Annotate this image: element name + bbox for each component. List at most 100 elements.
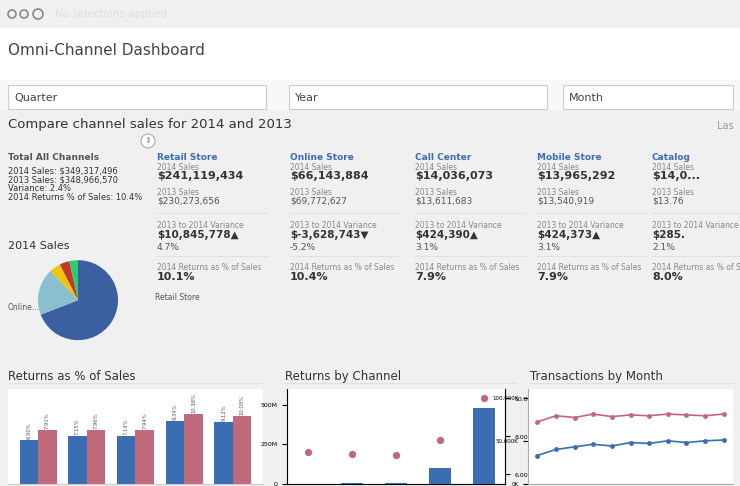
Text: $424,390▲: $424,390▲ — [415, 230, 478, 240]
Text: 7.15%: 7.15% — [75, 418, 80, 435]
Text: 2014 Returns as % of Sales: 2014 Returns as % of Sales — [157, 263, 261, 272]
Bar — [38, 431, 56, 484]
Text: $69,772,627: $69,772,627 — [290, 196, 347, 205]
Text: 2013 Sales: 2013 Sales — [537, 188, 579, 197]
Text: 2014 Returns as % of Sales: 2014 Returns as % of Sales — [652, 263, 740, 272]
Text: Year: Year — [295, 93, 319, 103]
Text: 2014 Returns as % of Sales: 2014 Returns as % of Sales — [290, 263, 394, 272]
Wedge shape — [41, 260, 118, 340]
Text: 2013 Sales: 2013 Sales — [652, 188, 694, 197]
Bar — [19, 440, 38, 484]
Text: $10,845,778▲: $10,845,778▲ — [157, 230, 238, 240]
Text: Compare channel sales for 2014 and 2013: Compare channel sales for 2014 and 2013 — [8, 118, 292, 131]
Text: $230,273,656: $230,273,656 — [157, 196, 220, 205]
Text: 2013 Sales: 2013 Sales — [415, 188, 457, 197]
Text: 2013 to 2014 Variance: 2013 to 2014 Variance — [157, 221, 243, 230]
Text: Mobile Store: Mobile Store — [537, 153, 602, 162]
Text: 3.1%: 3.1% — [415, 243, 438, 252]
Text: Total All Channels: Total All Channels — [8, 153, 99, 162]
Text: 9.12%: 9.12% — [221, 405, 226, 421]
Text: Retail Store: Retail Store — [155, 293, 200, 302]
Text: 3.1%: 3.1% — [537, 243, 560, 252]
Bar — [135, 431, 154, 484]
Text: 2013 Sales: 2013 Sales — [157, 188, 199, 197]
Text: 2013 to 2014 Variance: 2013 to 2014 Variance — [537, 221, 624, 230]
Wedge shape — [50, 264, 78, 300]
Text: 7.14%: 7.14% — [124, 418, 129, 435]
Bar — [0, 80, 740, 110]
FancyBboxPatch shape — [8, 85, 266, 109]
Text: $285.: $285. — [652, 230, 685, 240]
Point — [302, 448, 314, 455]
Point — [478, 395, 490, 402]
Text: $13,540,919: $13,540,919 — [537, 196, 594, 205]
Text: $14,0...: $14,0... — [652, 171, 700, 181]
Bar — [233, 416, 252, 484]
Text: Las: Las — [717, 121, 734, 131]
Text: Catalog: Catalog — [652, 153, 691, 162]
Text: Returns as % of Sales: Returns as % of Sales — [8, 370, 135, 383]
Text: Call Center: Call Center — [415, 153, 471, 162]
Text: Omni-Channel Dashboard: Omni-Channel Dashboard — [8, 42, 205, 57]
Text: Returns by Channel: Returns by Channel — [285, 370, 401, 383]
Text: $13,611,683: $13,611,683 — [415, 196, 472, 205]
Point — [434, 436, 446, 444]
Text: 2014 Sales: 2014 Sales — [652, 163, 694, 172]
Bar — [68, 436, 87, 484]
Text: 9.34%: 9.34% — [172, 403, 178, 420]
Text: 7.94%: 7.94% — [142, 413, 147, 429]
Text: 2014 Sales: 2014 Sales — [415, 163, 457, 172]
Text: 4.7%: 4.7% — [157, 243, 180, 252]
Wedge shape — [70, 260, 78, 300]
Text: 2013 to 2014 Variance: 2013 to 2014 Variance — [652, 221, 739, 230]
Point — [390, 451, 402, 459]
Text: $424,373▲: $424,373▲ — [537, 230, 600, 240]
Text: Online Store: Online Store — [290, 153, 354, 162]
Text: $13,965,292: $13,965,292 — [537, 171, 616, 181]
Text: $14,036,073: $14,036,073 — [415, 171, 493, 181]
Text: 7.9%: 7.9% — [415, 272, 446, 282]
Text: 8.0%: 8.0% — [652, 272, 683, 282]
Text: 2013 to 2014 Variance: 2013 to 2014 Variance — [415, 221, 502, 230]
Bar — [166, 421, 184, 484]
Text: Month: Month — [569, 93, 604, 103]
Text: $-3,628,743▼: $-3,628,743▼ — [290, 230, 369, 240]
Text: 2014 Returns as % of Sales: 2014 Returns as % of Sales — [415, 263, 519, 272]
Bar — [87, 431, 105, 484]
Wedge shape — [38, 271, 78, 314]
Text: No selections applied: No selections applied — [55, 9, 167, 19]
Text: 7.9%: 7.9% — [537, 272, 568, 282]
Text: 2013 to 2014 Variance: 2013 to 2014 Variance — [290, 221, 377, 230]
FancyBboxPatch shape — [289, 85, 547, 109]
Text: 7.96%: 7.96% — [93, 413, 98, 429]
Bar — [184, 414, 203, 484]
Text: 2014 Sales: 2014 Sales — [290, 163, 332, 172]
Text: 2013 Sales: $348,966,570: 2013 Sales: $348,966,570 — [8, 175, 118, 184]
Text: Transactions by Month: Transactions by Month — [530, 370, 663, 383]
Text: 10.38%: 10.38% — [191, 393, 196, 413]
Wedge shape — [60, 261, 78, 300]
Text: $13.76: $13.76 — [652, 196, 684, 205]
Text: 10.09%: 10.09% — [240, 395, 245, 415]
Text: 2014 Sales: 2014 Sales — [157, 163, 199, 172]
Text: Quarter: Quarter — [14, 93, 57, 103]
Circle shape — [141, 134, 155, 148]
Text: Variance: 2.4%: Variance: 2.4% — [8, 184, 71, 193]
Text: 10.4%: 10.4% — [290, 272, 329, 282]
FancyBboxPatch shape — [563, 85, 733, 109]
Bar — [117, 436, 135, 484]
Bar — [215, 422, 233, 484]
Text: 2014 Sales: 2014 Sales — [537, 163, 579, 172]
Bar — [0, 28, 740, 83]
Point — [346, 450, 358, 457]
Text: 2014 Returns as % of Sales: 2014 Returns as % of Sales — [537, 263, 642, 272]
Text: $241,119,434: $241,119,434 — [157, 171, 243, 181]
Bar — [429, 468, 451, 484]
Text: 10.1%: 10.1% — [157, 272, 195, 282]
Text: 2014 Sales: 2014 Sales — [8, 241, 70, 251]
Bar — [473, 408, 495, 484]
Text: 2014 Returns % of Sales: 10.4%: 2014 Returns % of Sales: 10.4% — [8, 193, 142, 202]
Text: 2014 Sales: $349,317,496: 2014 Sales: $349,317,496 — [8, 166, 118, 175]
Text: 6.90%: 6.90% — [27, 422, 31, 439]
Text: -5.2%: -5.2% — [290, 243, 316, 252]
